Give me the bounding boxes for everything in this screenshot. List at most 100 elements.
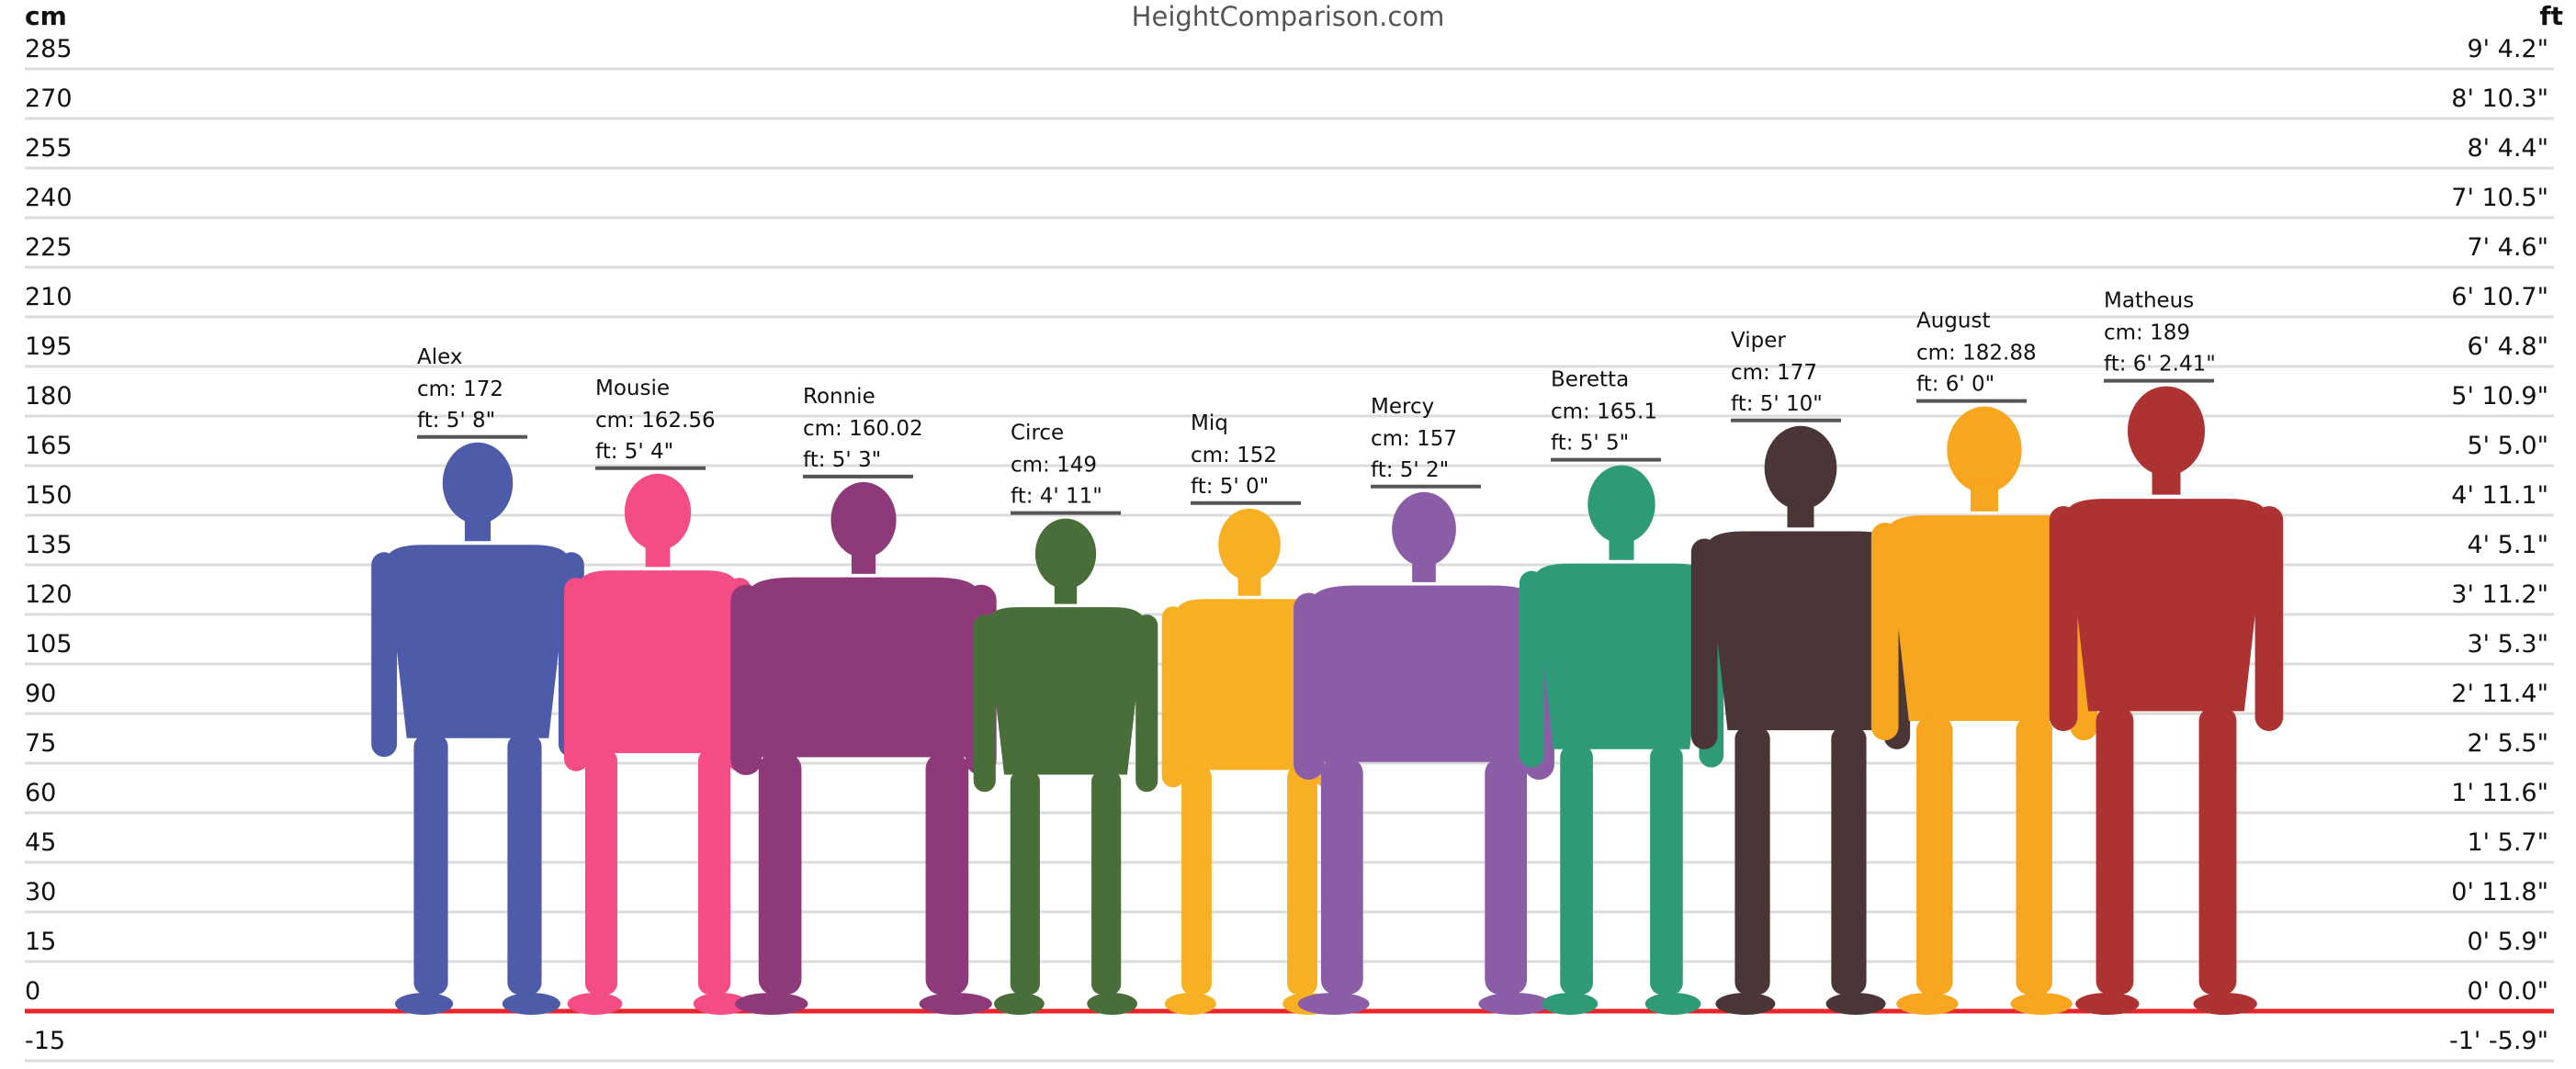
left-arm bbox=[973, 614, 996, 793]
left-leg bbox=[1560, 745, 1593, 995]
right-leg bbox=[1287, 766, 1317, 995]
left-tick-label: 285 bbox=[25, 35, 73, 63]
person-name-label: August bbox=[1916, 309, 1991, 333]
person-cm-label: cm: 182.88 bbox=[1916, 342, 2037, 366]
person-name-label: Matheus bbox=[2104, 289, 2194, 313]
right-tick-label: 9' 4.2" bbox=[2467, 35, 2548, 63]
right-leg bbox=[507, 734, 542, 995]
left-foot bbox=[1896, 993, 1959, 1015]
grid-lines: 285 9' 4.2" 270 8' 10.3" 255 8' 4.4" 240 7' 10.… bbox=[25, 35, 2554, 1063]
right-leg bbox=[1650, 745, 1683, 995]
person-ft-label: ft: 6' 2.41" bbox=[2104, 353, 2216, 377]
left-foot bbox=[1715, 993, 1776, 1015]
left-tick-label: 105 bbox=[25, 630, 73, 658]
torso bbox=[386, 545, 570, 738]
neck bbox=[1237, 570, 1261, 596]
right-leg bbox=[2016, 716, 2052, 995]
left-arm bbox=[730, 584, 763, 776]
right-tick-label: 0' 11.8" bbox=[2451, 878, 2548, 906]
right-tick-label: 2' 5.5" bbox=[2467, 729, 2548, 758]
left-foot bbox=[1297, 993, 1370, 1015]
person-mousie[interactable] bbox=[564, 473, 751, 1015]
person-ft-label: ft: 5' 4" bbox=[595, 440, 673, 464]
person-cm-label: cm: 157 bbox=[1371, 427, 1457, 451]
person-cm-label: cm: 189 bbox=[2104, 321, 2190, 345]
left-tick-label: 270 bbox=[25, 84, 73, 113]
left-arm bbox=[1870, 523, 1899, 741]
head bbox=[2127, 386, 2206, 476]
person-name-label: Ronnie bbox=[803, 385, 876, 409]
neck bbox=[1412, 556, 1436, 582]
left-tick-label: 75 bbox=[25, 729, 56, 758]
person-cm-label: cm: 172 bbox=[417, 377, 503, 401]
right-tick-label: 2' 11.4" bbox=[2451, 680, 2548, 708]
person-circe[interactable] bbox=[973, 518, 1158, 1015]
person-name-label: Alex bbox=[417, 345, 462, 369]
left-arm bbox=[1294, 592, 1325, 781]
right-leg bbox=[925, 753, 969, 995]
neck bbox=[2152, 463, 2181, 495]
left-arm bbox=[1690, 538, 1718, 749]
person-mercy[interactable] bbox=[1294, 491, 1554, 1015]
site-title[interactable]: HeightComparison.com bbox=[1131, 1, 1445, 32]
left-leg bbox=[2096, 707, 2134, 995]
head bbox=[1947, 406, 2022, 493]
head bbox=[442, 442, 514, 524]
head bbox=[1764, 425, 1837, 510]
right-tick-label: 8' 10.3" bbox=[2451, 84, 2548, 113]
right-tick-label: 0' 5.9" bbox=[2467, 928, 2548, 956]
right-tick-label: -1' -5.9" bbox=[2449, 1027, 2548, 1055]
cm-unit-label: cm bbox=[25, 1, 67, 31]
right-leg bbox=[1831, 726, 1867, 995]
left-tick-label: 135 bbox=[25, 531, 73, 559]
right-tick-label: 5' 5.0" bbox=[2467, 432, 2548, 460]
right-leg bbox=[1485, 758, 1528, 995]
person-ft-label: ft: 5' 0" bbox=[1191, 475, 1269, 499]
person-ft-label: ft: 5' 10" bbox=[1731, 392, 1823, 416]
torso bbox=[1887, 515, 2082, 721]
person-cm-label: cm: 162.56 bbox=[595, 409, 716, 433]
left-leg bbox=[1734, 726, 1770, 995]
left-foot bbox=[1164, 993, 1216, 1015]
left-leg bbox=[413, 734, 448, 995]
right-foot bbox=[2010, 993, 2073, 1015]
left-foot bbox=[1542, 993, 1599, 1015]
person-name-label: Mercy bbox=[1371, 395, 1434, 419]
left-leg bbox=[1181, 766, 1212, 995]
right-tick-label: 7' 4.6" bbox=[2467, 233, 2548, 262]
neck bbox=[645, 540, 671, 568]
left-foot bbox=[735, 993, 808, 1015]
person-name-label: Beretta bbox=[1551, 368, 1629, 392]
person-alex[interactable] bbox=[371, 442, 584, 1015]
right-tick-label: 3' 11.2" bbox=[2451, 580, 2548, 609]
right-tick-label: 1' 11.6" bbox=[2451, 779, 2548, 807]
right-arm bbox=[1135, 614, 1158, 793]
head bbox=[1218, 508, 1281, 581]
torso bbox=[1533, 563, 1710, 749]
person-name-label: Miq bbox=[1191, 411, 1228, 435]
person-ft-label: ft: 5' 5" bbox=[1551, 432, 1629, 456]
person-ft-label: ft: 5' 8" bbox=[417, 409, 495, 433]
person-cm-label: cm: 177 bbox=[1731, 361, 1817, 385]
left-tick-label: 120 bbox=[25, 580, 73, 609]
left-foot bbox=[567, 993, 623, 1015]
neck bbox=[1971, 480, 1998, 512]
head bbox=[1392, 491, 1456, 567]
left-arm bbox=[1161, 606, 1185, 788]
neck bbox=[1054, 579, 1078, 604]
right-foot bbox=[919, 993, 992, 1015]
torso bbox=[1707, 531, 1894, 731]
person-matheus[interactable] bbox=[2049, 386, 2284, 1015]
left-foot bbox=[395, 993, 454, 1015]
neck bbox=[1787, 498, 1814, 528]
person-ronnie[interactable] bbox=[730, 481, 997, 1015]
right-foot bbox=[1478, 993, 1551, 1015]
right-tick-label: 6' 4.8" bbox=[2467, 332, 2548, 361]
neck bbox=[464, 512, 491, 542]
torso bbox=[987, 607, 1145, 775]
right-tick-label: 4' 5.1" bbox=[2467, 531, 2548, 559]
left-tick-label: 255 bbox=[25, 134, 73, 163]
left-leg bbox=[584, 749, 618, 995]
right-foot bbox=[1825, 993, 1886, 1015]
